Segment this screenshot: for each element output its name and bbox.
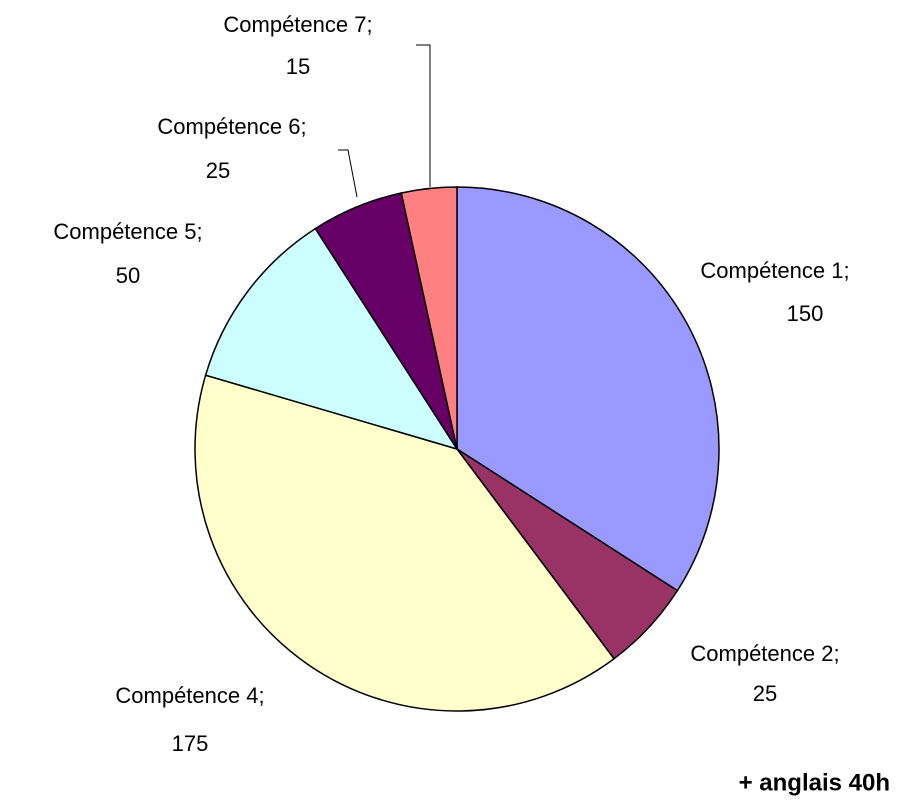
pie-slice [400,186,458,450]
slice-label: Compétence 7; [223,12,372,37]
slice-value: 150 [787,301,824,326]
leader-line [416,44,431,187]
pie-slice [204,227,459,451]
slice-label: Compétence 2; [690,641,839,666]
slice-value: 50 [116,263,140,288]
slice-label: Compétence 5; [53,219,202,244]
slice-label: Compétence 4; [115,683,264,708]
slice-label: Compétence 1; [700,258,849,283]
annotation: + anglais 40h [739,769,890,796]
pie-slice [456,186,720,592]
slice-label: Compétence 6; [157,114,306,139]
slice-value: 25 [753,681,777,706]
pie-slice [194,374,616,712]
slice-value: 25 [206,158,230,183]
slice-value: 175 [172,731,209,756]
slice-value: 15 [286,54,310,79]
leader-line [338,149,358,198]
